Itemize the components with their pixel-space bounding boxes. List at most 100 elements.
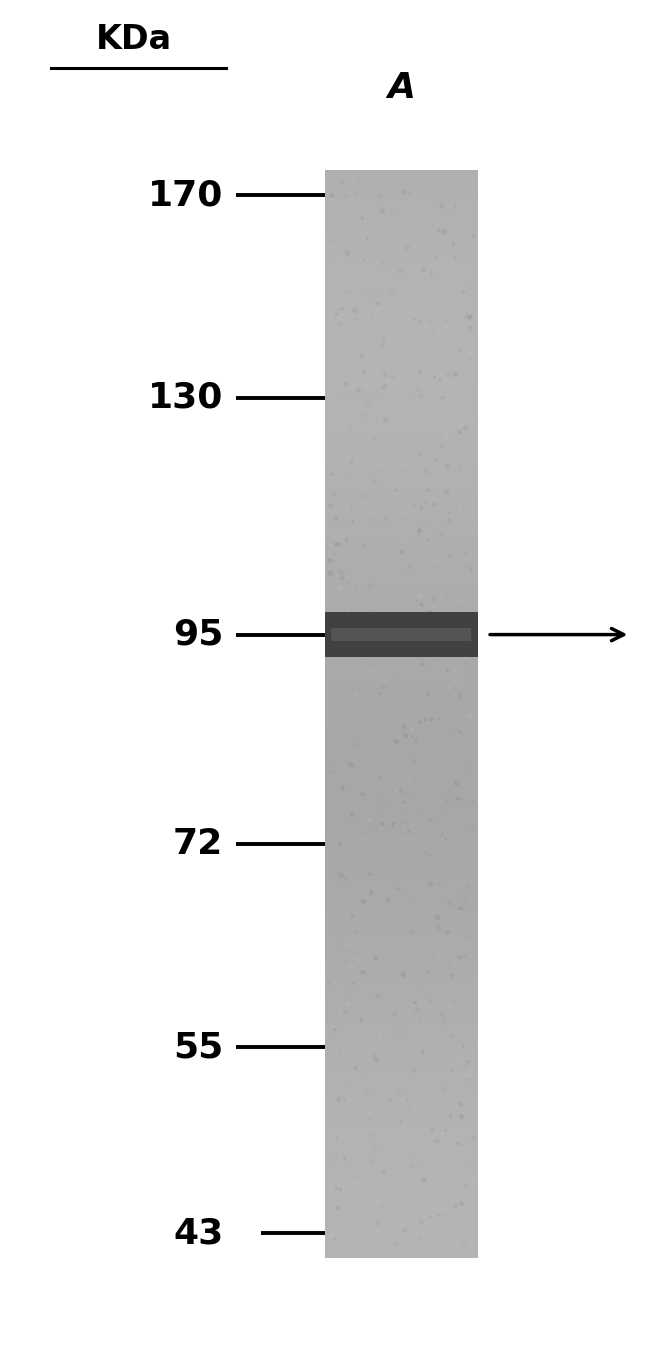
Bar	[325, 225, 478, 228]
Bar	[325, 515, 478, 518]
Bar	[325, 942, 478, 946]
Bar	[325, 684, 478, 687]
Bar	[325, 851, 478, 853]
Bar	[325, 774, 478, 777]
Bar	[325, 1035, 478, 1037]
Bar	[325, 586, 478, 589]
Bar	[325, 1187, 478, 1190]
Bar	[325, 483, 478, 485]
Bar	[325, 619, 478, 622]
Bar	[325, 1114, 478, 1116]
Bar	[325, 433, 478, 438]
Bar	[325, 562, 478, 564]
Bar	[325, 1084, 478, 1086]
Bar	[325, 247, 478, 249]
Bar	[325, 682, 478, 684]
Bar	[325, 761, 478, 763]
Bar	[325, 1182, 478, 1184]
Bar	[325, 1067, 478, 1070]
Bar	[325, 170, 478, 173]
Bar	[325, 378, 478, 380]
Bar	[325, 654, 478, 657]
Bar	[325, 181, 478, 184]
Bar	[325, 318, 478, 320]
Bar	[325, 1111, 478, 1114]
Bar	[325, 755, 478, 758]
Bar	[325, 1198, 478, 1201]
Bar	[325, 859, 478, 861]
Bar	[325, 173, 478, 176]
Bar	[325, 837, 478, 840]
Bar	[325, 698, 478, 701]
Bar	[325, 921, 478, 924]
Bar	[325, 886, 478, 889]
Bar	[325, 810, 478, 812]
Bar	[325, 342, 478, 345]
Bar	[325, 469, 478, 472]
Bar	[325, 461, 478, 463]
Bar	[325, 908, 478, 910]
Bar	[325, 964, 478, 966]
Bar	[325, 1122, 478, 1124]
Bar	[325, 293, 478, 296]
Bar	[325, 826, 478, 829]
Bar	[325, 1152, 478, 1154]
Bar	[325, 741, 478, 744]
Bar	[325, 532, 478, 534]
Bar	[325, 801, 478, 804]
Bar	[325, 386, 478, 388]
Bar	[325, 512, 478, 515]
Bar	[325, 450, 478, 454]
Bar	[325, 315, 478, 318]
Bar	[325, 559, 478, 562]
Bar	[325, 733, 478, 736]
Bar	[325, 975, 478, 977]
Bar	[325, 750, 478, 752]
Bar	[325, 671, 478, 673]
Bar	[325, 198, 478, 200]
Bar	[325, 477, 478, 480]
Bar	[325, 785, 478, 788]
Bar	[325, 991, 478, 994]
Bar	[325, 1214, 478, 1217]
Bar	[325, 255, 478, 258]
Bar	[325, 1174, 478, 1176]
Bar	[325, 296, 478, 298]
Bar	[325, 622, 478, 624]
Bar	[325, 632, 478, 635]
Bar	[325, 950, 478, 954]
Bar	[325, 897, 478, 900]
Bar	[325, 320, 478, 323]
Bar	[325, 1062, 478, 1065]
Bar	[325, 572, 478, 575]
Bar	[325, 203, 478, 206]
Bar	[325, 1005, 478, 1007]
Bar	[325, 597, 478, 600]
Bar	[325, 608, 478, 611]
Bar	[325, 1255, 478, 1258]
Bar	[325, 936, 478, 940]
Bar	[325, 312, 478, 315]
Bar	[325, 1040, 478, 1043]
Bar	[325, 413, 478, 416]
Bar	[325, 1228, 478, 1231]
Bar	[325, 331, 478, 334]
Bar	[325, 211, 478, 214]
Bar	[325, 408, 478, 410]
Bar	[325, 1141, 478, 1144]
Bar	[325, 1220, 478, 1223]
Bar	[325, 214, 478, 217]
Bar	[325, 821, 478, 823]
Bar	[325, 823, 478, 826]
Bar	[325, 222, 478, 225]
Bar	[325, 1160, 478, 1163]
Bar	[325, 985, 478, 988]
Bar	[325, 274, 478, 277]
Bar	[325, 236, 478, 239]
Bar	[325, 777, 478, 780]
Bar	[325, 277, 478, 279]
Bar	[325, 1070, 478, 1073]
Bar	[325, 939, 478, 943]
Bar	[325, 831, 478, 834]
Bar	[325, 744, 478, 747]
